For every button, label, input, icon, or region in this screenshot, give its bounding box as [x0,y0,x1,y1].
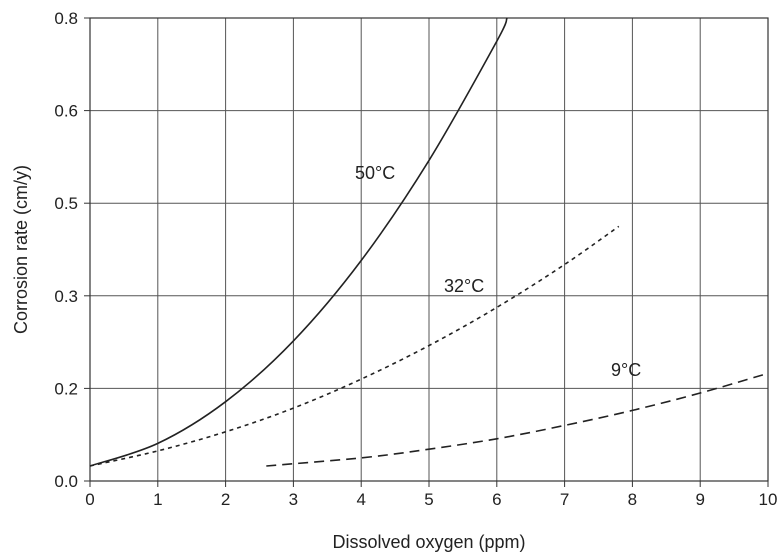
x-tick-label: 2 [221,490,230,509]
x-axis-label: Dissolved oxygen (ppm) [332,532,525,552]
x-tick-label: 10 [759,490,778,509]
x-tick-labels: 0 1 2 3 4 5 6 7 8 9 10 [85,481,777,509]
y-axis-label: Corrosion rate (cm/y) [11,165,31,334]
x-tick-label: 5 [424,490,433,509]
series-label: 9°C [611,360,641,380]
y-tick-label: 0.5 [54,194,78,213]
series-line [89,225,620,467]
y-tick-label: 0.3 [54,287,78,306]
series-label: 50°C [355,163,395,183]
x-tick-label: 4 [356,490,365,509]
series-line [266,372,769,467]
x-tick-label: 7 [560,490,569,509]
series-lines [89,17,769,467]
y-tick-label: 0.8 [54,9,78,28]
x-tick-label: 9 [695,490,704,509]
y-tick-label: 0.2 [54,379,78,398]
x-tick-label: 0 [85,490,94,509]
x-tick-label: 8 [628,490,637,509]
x-tick-label: 1 [153,490,162,509]
y-tick-labels: 0.0 0.2 0.3 0.5 0.6 0.8 [54,9,90,491]
grid-lines [89,18,769,481]
x-tick-label: 3 [289,490,298,509]
y-tick-label: 0.6 [54,102,78,121]
y-tick-label: 0.0 [54,472,78,491]
series-labels: 50°C 32°C 9°C [355,163,641,380]
x-tick-label: 6 [492,490,501,509]
series-label: 32°C [444,276,484,296]
series-line [89,17,508,467]
